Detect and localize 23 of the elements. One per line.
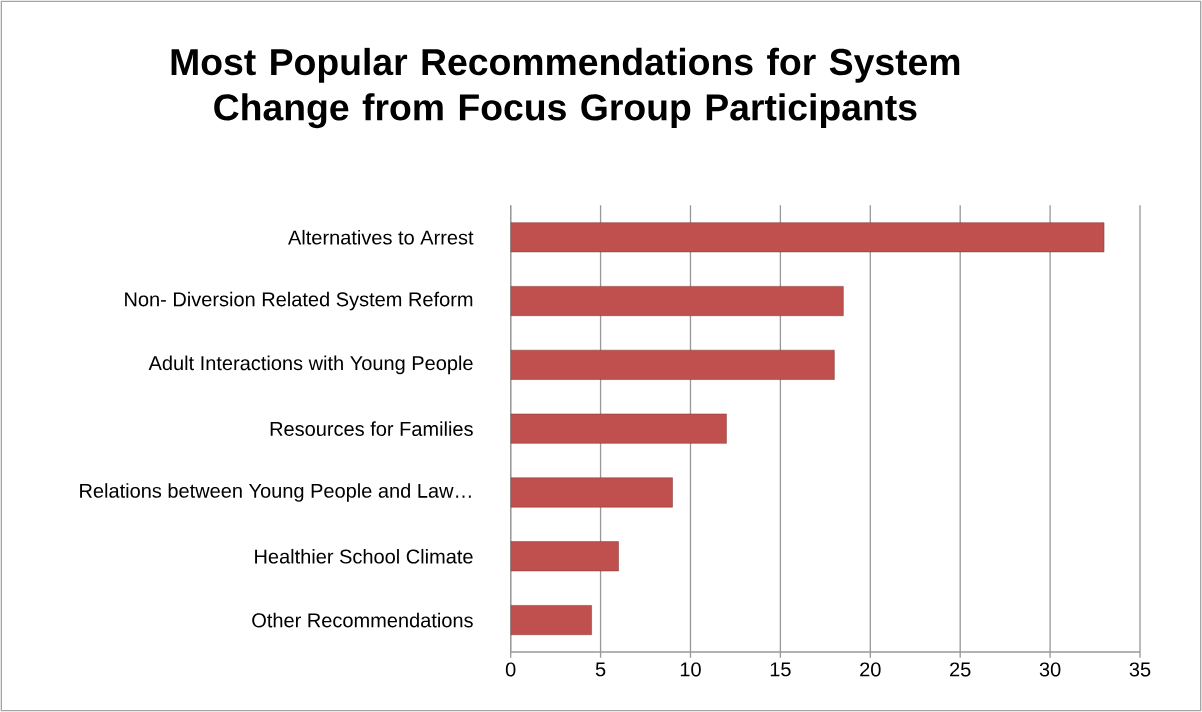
- y-tick-label: Healthier School Climate: [255, 548, 473, 564]
- bar: [510, 541, 619, 572]
- bar: [510, 222, 1105, 253]
- x-tick-label: 25: [950, 662, 971, 677]
- x-tick-label: 5: [595, 662, 606, 677]
- x-tick-label: 0: [505, 662, 516, 677]
- x-tick-label: 35: [1129, 662, 1151, 677]
- bar: [510, 605, 592, 636]
- y-tick-label: Alternatives to Arrest: [288, 229, 474, 245]
- bar: [510, 286, 844, 316]
- y-tick-label: Adult Interactions with Young People: [148, 355, 473, 375]
- x-tick-label: 20: [860, 662, 881, 677]
- x-tick-label: 30: [1039, 662, 1061, 677]
- chart-title: Most Popular Recommendations for System Change from Focus Group Participants: [171, 47, 960, 129]
- bar: [510, 413, 727, 444]
- y-tick-label: Relations between Young People and Law…: [80, 483, 471, 502]
- x-tick-label: 10: [680, 662, 701, 677]
- bar: [510, 349, 835, 380]
- y-tick-label: Resources for Families: [270, 421, 473, 436]
- bar: [510, 477, 673, 508]
- y-tick-label: Other Recommendations: [252, 612, 473, 628]
- x-tick-label: 15: [770, 662, 791, 677]
- y-tick-label: Non- Diversion Related System Reform: [125, 291, 473, 311]
